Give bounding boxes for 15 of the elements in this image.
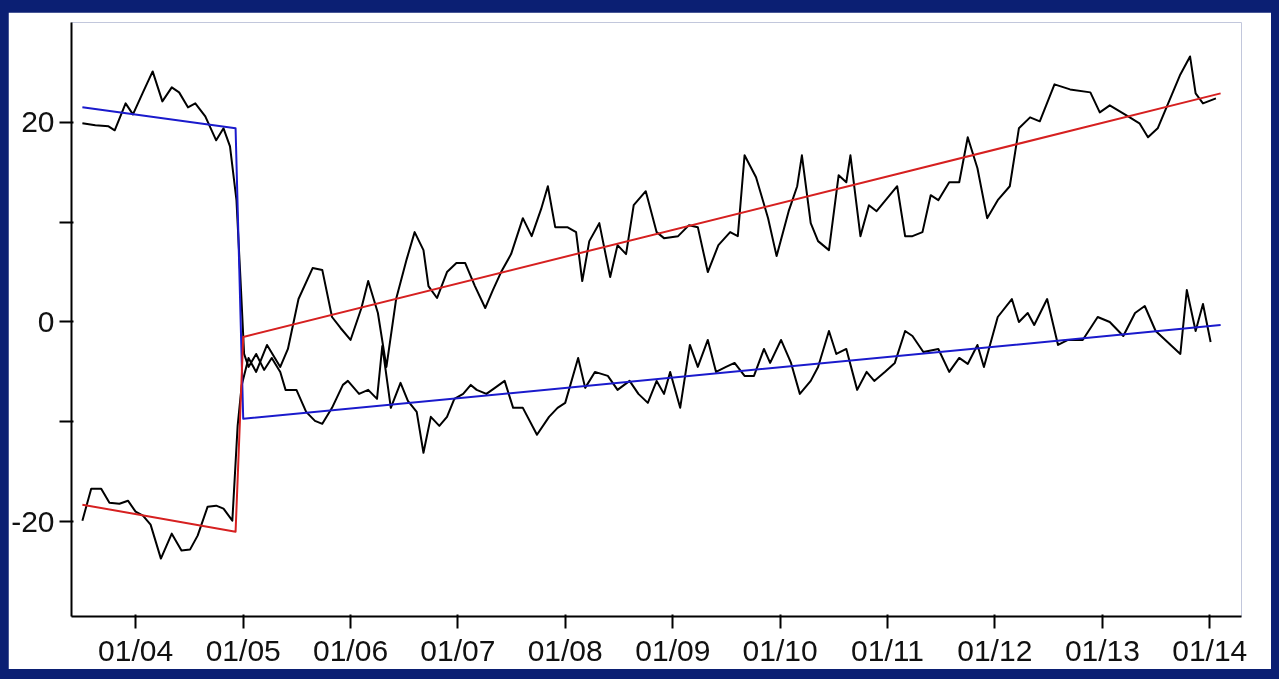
x-tick-label: 01/06 xyxy=(313,633,389,667)
y-tick-label: 20 xyxy=(21,105,55,139)
x-tick-label: 01/07 xyxy=(420,633,496,667)
y-tick-label: -20 xyxy=(11,504,55,538)
line-series xyxy=(81,106,1222,420)
x-tick-label: 01/04 xyxy=(98,633,174,667)
x-tick-label: 01/09 xyxy=(635,633,711,667)
x-tick-label: 01/11 xyxy=(851,633,924,667)
x-tick-label: 01/08 xyxy=(527,633,603,667)
x-tick-label: 01/13 xyxy=(1064,633,1140,667)
x-tick-label: 01/10 xyxy=(742,633,818,667)
x-tick-label: 01/12 xyxy=(957,633,1033,667)
y-tick-label: 0 xyxy=(37,305,55,338)
x-tick-label: 01/14 xyxy=(1172,633,1248,667)
x-tick-label: 01/05 xyxy=(205,633,281,667)
